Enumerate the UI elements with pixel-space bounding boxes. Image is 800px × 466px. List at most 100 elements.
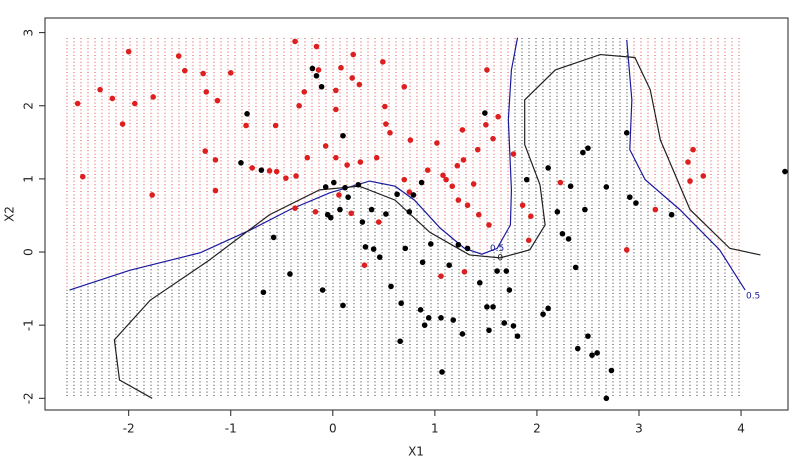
- point: [292, 38, 298, 45]
- point: [214, 97, 221, 104]
- point: [459, 331, 466, 337]
- point: [514, 333, 521, 339]
- point: [525, 237, 532, 244]
- y-tick-label: 3: [22, 29, 36, 37]
- point: [545, 305, 551, 312]
- point: [272, 122, 279, 129]
- contour-line: [69, 37, 519, 291]
- y-tick-label: 2: [22, 102, 36, 110]
- point: [523, 176, 530, 183]
- point: [476, 279, 483, 286]
- point: [258, 167, 265, 173]
- point: [440, 172, 446, 179]
- point: [304, 154, 311, 161]
- point: [483, 121, 489, 128]
- point: [331, 179, 337, 186]
- point: [175, 53, 182, 59]
- point: [97, 86, 103, 93]
- point: [700, 173, 707, 179]
- point: [333, 154, 339, 161]
- contour-label: 0.5: [746, 292, 760, 302]
- point: [336, 192, 342, 198]
- point: [510, 323, 517, 329]
- point: [603, 395, 610, 402]
- y-tick-label: 1: [22, 175, 36, 183]
- point: [345, 194, 351, 200]
- point: [244, 111, 250, 117]
- point: [260, 289, 267, 296]
- point: [296, 102, 302, 109]
- point: [474, 146, 481, 153]
- point: [417, 307, 424, 313]
- point: [401, 83, 408, 90]
- point: [446, 262, 452, 268]
- point: [425, 315, 432, 321]
- point: [464, 245, 471, 252]
- point: [494, 268, 500, 274]
- point: [238, 160, 244, 166]
- point: [490, 304, 496, 310]
- point: [322, 143, 329, 149]
- point: [503, 268, 510, 274]
- x-tick-label: 2: [533, 422, 541, 436]
- point: [382, 103, 388, 110]
- point: [249, 165, 255, 171]
- contour-label: 0: [497, 253, 503, 263]
- point: [424, 167, 431, 173]
- point: [623, 247, 630, 253]
- point: [519, 202, 526, 209]
- point: [545, 165, 551, 171]
- prediction-grid: [66, 38, 740, 398]
- point: [373, 154, 380, 161]
- point: [312, 209, 319, 215]
- point: [594, 350, 600, 356]
- point: [557, 179, 564, 186]
- point: [438, 273, 444, 279]
- contour-label: 0.5: [490, 244, 504, 254]
- point: [243, 122, 249, 129]
- point: [608, 367, 615, 374]
- x-tick-label: 3: [635, 422, 643, 436]
- point: [388, 283, 394, 290]
- point: [574, 345, 581, 352]
- point: [293, 173, 299, 179]
- point: [227, 70, 234, 76]
- point: [359, 219, 366, 225]
- point: [383, 211, 389, 217]
- point: [407, 137, 414, 143]
- point: [333, 106, 339, 113]
- point: [475, 211, 482, 218]
- point: [482, 110, 488, 116]
- point: [439, 369, 445, 375]
- point: [418, 179, 425, 186]
- point: [690, 146, 696, 153]
- point: [580, 149, 586, 156]
- point: [459, 127, 466, 133]
- point: [470, 181, 477, 187]
- point: [315, 67, 322, 73]
- point: [376, 254, 383, 260]
- point: [349, 75, 356, 81]
- point: [410, 192, 417, 198]
- x-tick-label: 1: [431, 422, 439, 436]
- point: [554, 209, 561, 215]
- point: [582, 206, 588, 213]
- point: [623, 130, 630, 136]
- point: [350, 51, 357, 58]
- point: [627, 194, 633, 200]
- point: [318, 83, 325, 90]
- point: [301, 89, 308, 95]
- point: [283, 175, 289, 181]
- point: [292, 205, 298, 211]
- point: [486, 222, 492, 228]
- point: [327, 214, 334, 221]
- point: [438, 315, 444, 321]
- y-tick-label: -1: [22, 319, 36, 331]
- contour-line: [626, 39, 746, 291]
- point: [484, 304, 490, 310]
- point: [340, 302, 346, 309]
- point: [380, 59, 386, 65]
- point: [559, 230, 566, 237]
- point: [782, 168, 788, 175]
